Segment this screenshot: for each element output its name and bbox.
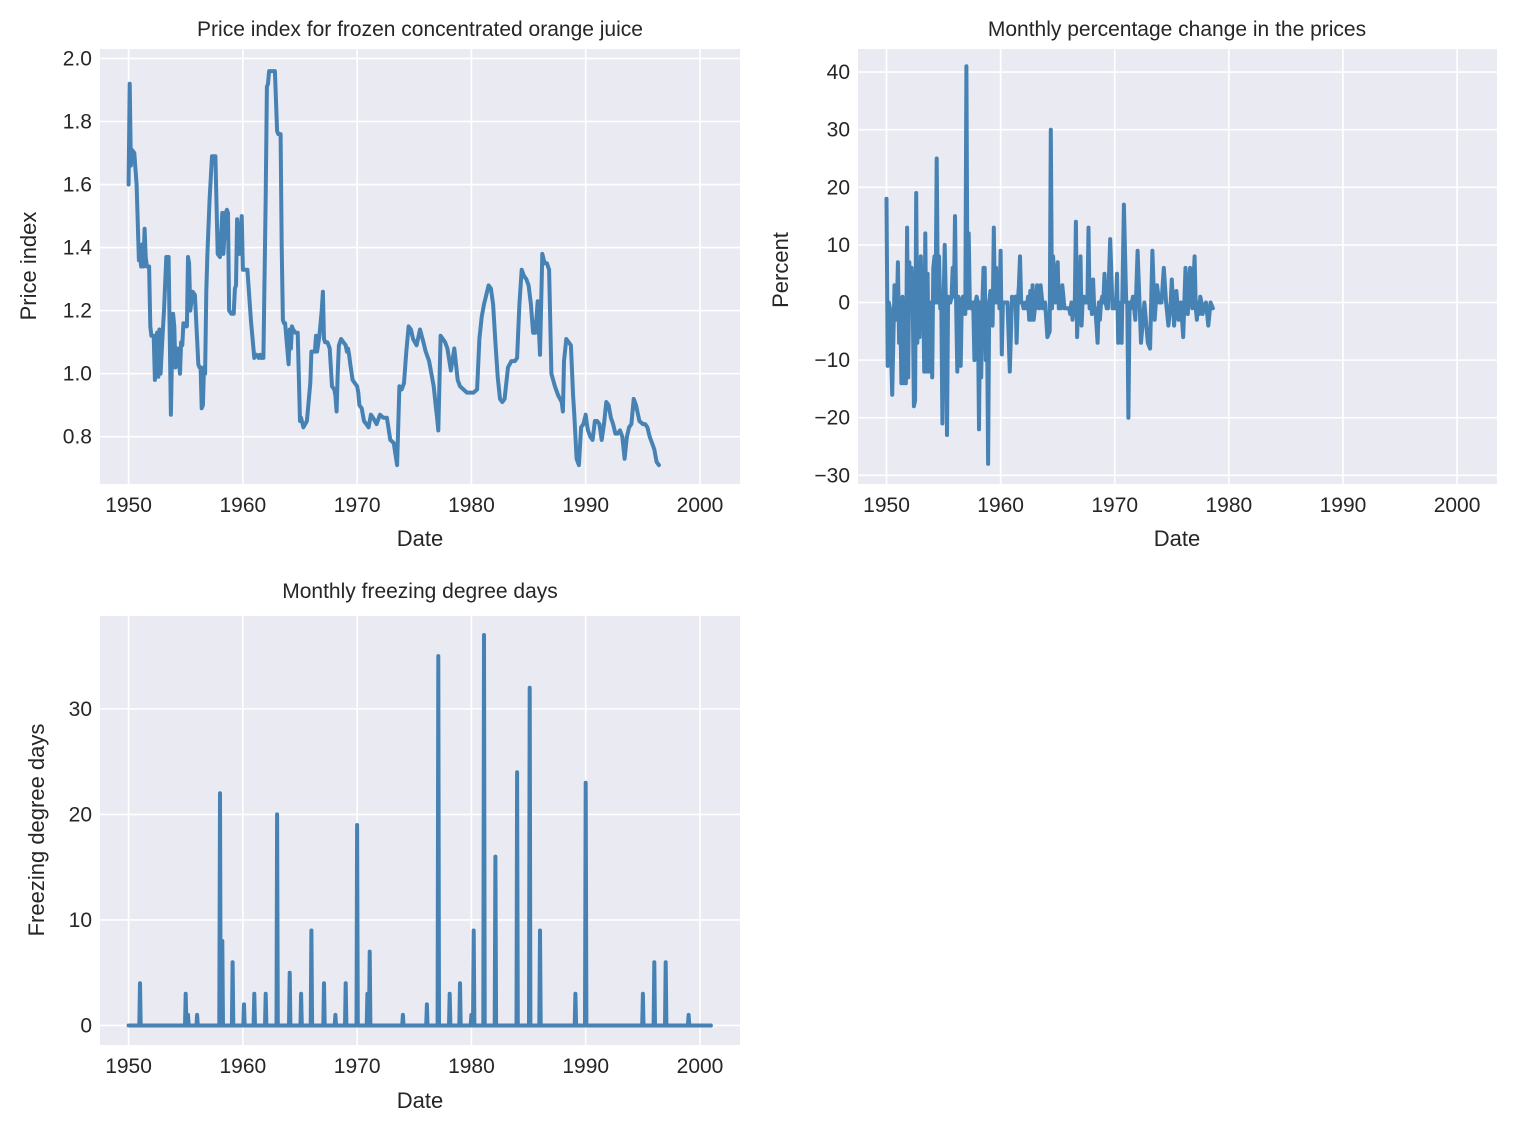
percent-change-panel: Monthly percentage change in the prices … (768, 18, 1497, 551)
chart-title: Monthly freezing degree days (282, 580, 558, 603)
x-tick-label: 1960 (977, 494, 1024, 517)
x-tick-label: 1950 (105, 1055, 152, 1078)
percent-change-line (884, 64, 1215, 466)
freezing-degree-days-panel: Monthly freezing degree days Date Freezi… (24, 580, 740, 1113)
y-tick-label: 10 (827, 234, 850, 257)
y-tick-label: 10 (69, 909, 92, 932)
y-tick-label: 1.0 (63, 363, 92, 386)
y-tick-label: −10 (814, 349, 850, 372)
y-tick-label: −20 (814, 407, 850, 430)
x-axis-label: Date (397, 1088, 443, 1113)
y-axis-label: Freezing degree days (24, 724, 49, 937)
gridlines (100, 49, 740, 484)
y-axis-label: Percent (768, 232, 793, 308)
price-index-line (126, 69, 661, 468)
y-tick-label: 30 (69, 698, 92, 721)
y-tick-label: 1.8 (63, 111, 92, 134)
y-tick-label: 40 (827, 61, 850, 84)
price-index-panel: Price index for frozen concentrated oran… (16, 18, 740, 551)
x-tick-labels: 1950 1960 1970 1980 1990 2000 (863, 494, 1480, 517)
x-tick-label: 1980 (448, 1055, 495, 1078)
y-tick-label: 1.6 (63, 174, 92, 197)
x-axis-label: Date (397, 526, 443, 551)
y-tick-label: 0 (838, 292, 850, 315)
y-tick-label: 30 (827, 119, 850, 142)
x-tick-label: 1990 (562, 494, 609, 517)
x-tick-label: 1980 (448, 494, 495, 517)
x-tick-labels: 1950 1960 1970 1980 1990 2000 (105, 494, 723, 517)
y-tick-label: 0 (80, 1014, 92, 1037)
plot-area (100, 616, 740, 1045)
y-tick-label: 1.2 (63, 300, 92, 323)
x-tick-label: 2000 (1434, 494, 1481, 517)
plot-area (100, 49, 740, 484)
y-tick-label: −30 (814, 464, 850, 487)
y-tick-label: 2.0 (63, 47, 92, 70)
y-tick-label: 1.4 (63, 237, 93, 260)
x-tick-label: 1970 (1091, 494, 1138, 517)
x-tick-label: 1950 (105, 494, 152, 517)
y-tick-label: 20 (827, 176, 850, 199)
x-tick-label: 1990 (1320, 494, 1367, 517)
x-tick-label: 1970 (334, 494, 381, 517)
x-tick-label: 2000 (677, 1055, 724, 1078)
x-tick-label: 1950 (863, 494, 910, 517)
chart-title: Monthly percentage change in the prices (988, 18, 1366, 41)
x-tick-label: 1960 (219, 1055, 266, 1078)
y-tick-label: 0.8 (63, 426, 92, 449)
y-tick-labels: −30 −20 −10 0 10 20 30 40 (814, 61, 850, 487)
y-tick-labels: 0 10 20 30 (69, 698, 92, 1038)
freezing-degree-days-line (126, 633, 713, 1028)
x-tick-label: 2000 (677, 494, 724, 517)
x-tick-label: 1990 (562, 1055, 609, 1078)
y-axis-label: Price index (16, 212, 41, 321)
x-tick-label: 1960 (219, 494, 266, 517)
y-tick-labels: 0.8 1.0 1.2 1.4 1.6 1.8 2.0 (63, 47, 93, 448)
x-axis-label: Date (1154, 526, 1200, 551)
x-tick-label: 1980 (1205, 494, 1252, 517)
x-tick-label: 1970 (334, 1055, 381, 1078)
chart-title: Price index for frozen concentrated oran… (197, 18, 643, 41)
y-tick-label: 20 (69, 803, 92, 826)
x-tick-labels: 1950 1960 1970 1980 1990 2000 (105, 1055, 723, 1078)
